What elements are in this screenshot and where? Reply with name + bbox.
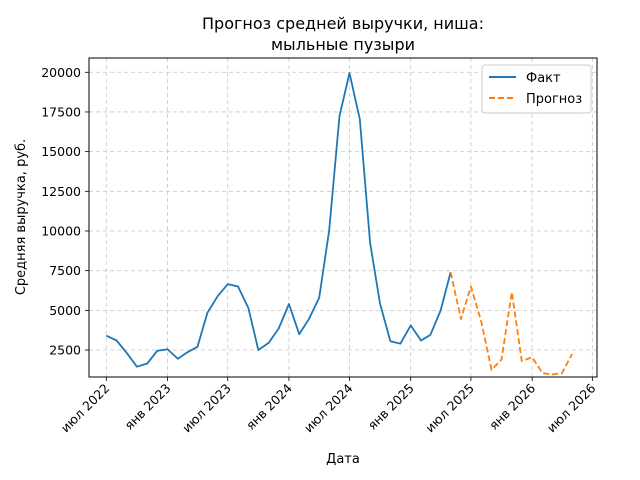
series-lines: [105, 72, 573, 376]
legend-label-fact: Факт: [526, 71, 561, 86]
plot-frame: [88, 57, 598, 378]
y-axis-label: Средняя выручка, руб.: [14, 139, 29, 295]
y-tick-label: 5000: [49, 303, 81, 318]
series-line-forecast: [449, 272, 573, 376]
legend: Факт Прогноз: [481, 64, 592, 114]
x-axis-label: Дата: [326, 452, 360, 467]
y-tick-label: 7500: [49, 263, 81, 278]
chart-title-line-2: мыльные пузыри: [271, 35, 415, 54]
y-tick-label: 17500: [41, 104, 81, 119]
y-tick-label: 20000: [41, 65, 81, 80]
chart-title-line-1: Прогноз средней выручки, ниша:: [202, 14, 484, 33]
y-tick-label: 12500: [41, 184, 81, 199]
series-line-fact: [105, 72, 452, 368]
legend-label-forecast: Прогноз: [526, 92, 582, 107]
y-tick-label: 2500: [49, 343, 81, 358]
y-tick-label: 10000: [41, 223, 81, 238]
y-tick-label: 15000: [41, 144, 81, 159]
